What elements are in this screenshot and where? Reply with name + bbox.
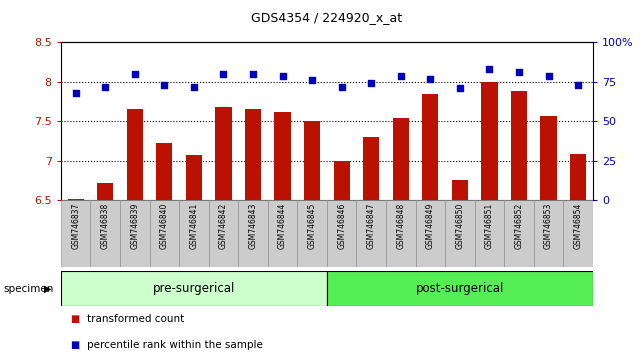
Point bbox=[425, 76, 435, 81]
Text: GSM746852: GSM746852 bbox=[515, 203, 524, 249]
Text: pre-surgerical: pre-surgerical bbox=[153, 282, 235, 295]
Text: percentile rank within the sample: percentile rank within the sample bbox=[87, 341, 262, 350]
Text: GSM746844: GSM746844 bbox=[278, 203, 287, 249]
Point bbox=[248, 71, 258, 77]
Bar bbox=[61, 271, 327, 306]
Text: GSM746847: GSM746847 bbox=[367, 203, 376, 249]
Point bbox=[455, 85, 465, 91]
Text: GSM746848: GSM746848 bbox=[396, 203, 405, 249]
Bar bbox=[274, 112, 291, 200]
Bar bbox=[333, 161, 350, 200]
Text: GSM746850: GSM746850 bbox=[455, 203, 465, 249]
Point bbox=[395, 73, 406, 78]
Point bbox=[100, 84, 110, 90]
Bar bbox=[481, 82, 497, 200]
Bar bbox=[422, 95, 438, 200]
Point bbox=[71, 90, 81, 96]
Text: GSM746840: GSM746840 bbox=[160, 203, 169, 249]
Bar bbox=[475, 200, 504, 267]
Bar bbox=[534, 200, 563, 267]
Bar bbox=[363, 137, 379, 200]
Bar bbox=[90, 200, 120, 267]
Bar bbox=[297, 200, 327, 267]
Bar bbox=[386, 200, 415, 267]
Text: GSM746839: GSM746839 bbox=[130, 203, 139, 249]
Bar bbox=[356, 200, 386, 267]
Text: GSM746841: GSM746841 bbox=[189, 203, 199, 249]
Text: GSM746843: GSM746843 bbox=[249, 203, 258, 249]
Bar bbox=[415, 200, 445, 267]
Point bbox=[514, 70, 524, 75]
Text: transformed count: transformed count bbox=[87, 314, 184, 324]
Point bbox=[573, 82, 583, 88]
Bar bbox=[127, 109, 143, 200]
Text: GSM746846: GSM746846 bbox=[337, 203, 346, 249]
Bar bbox=[245, 109, 261, 200]
Point bbox=[485, 67, 495, 72]
Point bbox=[366, 81, 376, 86]
Bar bbox=[445, 200, 475, 267]
Text: GSM746853: GSM746853 bbox=[544, 203, 553, 249]
Bar bbox=[504, 200, 534, 267]
Text: ■: ■ bbox=[71, 314, 79, 324]
Text: GSM746854: GSM746854 bbox=[574, 203, 583, 249]
Text: GDS4354 / 224920_x_at: GDS4354 / 224920_x_at bbox=[251, 11, 403, 24]
Bar bbox=[209, 200, 238, 267]
Bar bbox=[393, 118, 409, 200]
Bar bbox=[179, 200, 209, 267]
Point bbox=[307, 78, 317, 83]
Bar bbox=[238, 200, 268, 267]
Bar bbox=[570, 154, 587, 200]
Bar bbox=[327, 200, 356, 267]
Bar bbox=[327, 271, 593, 306]
Text: GSM746842: GSM746842 bbox=[219, 203, 228, 249]
Bar bbox=[67, 199, 84, 200]
Text: GSM746849: GSM746849 bbox=[426, 203, 435, 249]
Point bbox=[159, 82, 169, 88]
Text: ■: ■ bbox=[71, 341, 79, 350]
Text: GSM746845: GSM746845 bbox=[308, 203, 317, 249]
Bar bbox=[511, 91, 527, 200]
Text: GSM746837: GSM746837 bbox=[71, 203, 80, 249]
Bar bbox=[156, 143, 172, 200]
Text: GSM746851: GSM746851 bbox=[485, 203, 494, 249]
Bar bbox=[563, 200, 593, 267]
Bar bbox=[149, 200, 179, 267]
Bar bbox=[120, 200, 149, 267]
Point bbox=[544, 73, 554, 78]
Bar bbox=[304, 121, 320, 200]
Point bbox=[219, 71, 229, 77]
Bar bbox=[268, 200, 297, 267]
Bar bbox=[215, 107, 231, 200]
Point bbox=[278, 73, 288, 78]
Bar bbox=[540, 116, 557, 200]
Text: specimen: specimen bbox=[3, 284, 54, 293]
Point bbox=[337, 84, 347, 90]
Bar bbox=[61, 200, 90, 267]
Text: ▶: ▶ bbox=[44, 284, 52, 293]
Text: post-surgerical: post-surgerical bbox=[416, 282, 504, 295]
Bar bbox=[97, 183, 113, 200]
Text: GSM746838: GSM746838 bbox=[101, 203, 110, 249]
Point bbox=[189, 84, 199, 90]
Point bbox=[129, 71, 140, 77]
Bar bbox=[452, 179, 468, 200]
Bar bbox=[186, 155, 202, 200]
